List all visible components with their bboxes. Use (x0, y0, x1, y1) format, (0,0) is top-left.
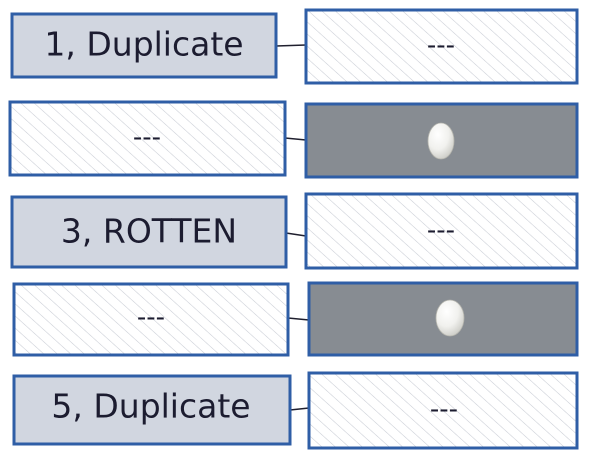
right-cell-row-2 (304, 102, 579, 179)
placeholder-dashes-row-1: --- (427, 31, 455, 61)
right-cell-row-4 (307, 281, 579, 357)
left-cell-row-5: 5, Duplicate (12, 374, 292, 446)
cell-label-row-3: 3, ROTTEN (61, 212, 237, 251)
cell-label-row-1: 1, Duplicate (44, 25, 243, 64)
row-2: --- (8, 100, 579, 179)
egg-icon (435, 299, 465, 337)
row-4: --- (12, 281, 579, 357)
cell-label-row-5: 5, Duplicate (51, 387, 250, 426)
placeholder-dashes-row-4: --- (137, 303, 165, 333)
left-cell-row-4: --- (12, 282, 290, 357)
connector-row-4 (287, 317, 310, 321)
placeholder-dashes-row-3: --- (427, 216, 455, 246)
left-cell-row-2: --- (8, 100, 287, 177)
right-cell-row-5: --- (307, 371, 579, 450)
row-1: 1, Duplicate --- (10, 8, 579, 85)
row-3: 3, ROTTEN --- (10, 192, 579, 270)
left-cell-row-1: 1, Duplicate (10, 12, 278, 79)
connector-row-2 (284, 137, 307, 141)
placeholder-dashes-row-2: --- (133, 123, 161, 153)
right-cell-row-3: --- (304, 192, 579, 270)
right-cell-row-1: --- (304, 8, 579, 85)
row-5: 5, Duplicate --- (12, 371, 579, 450)
connector-row-3 (285, 232, 307, 237)
connector-row-1 (275, 44, 307, 47)
left-cell-row-3: 3, ROTTEN (10, 195, 288, 269)
egg-icon (427, 122, 455, 160)
placeholder-dashes-row-5: --- (430, 395, 458, 425)
connector-row-5 (289, 407, 310, 411)
